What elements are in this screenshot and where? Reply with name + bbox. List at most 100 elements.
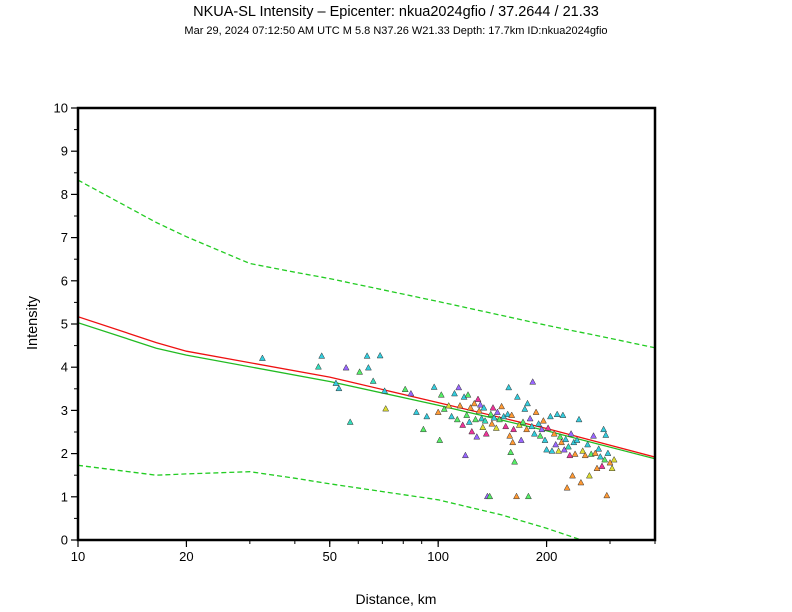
station-marker <box>529 378 537 385</box>
station-marker <box>509 438 517 446</box>
station-marker <box>579 447 587 454</box>
station-marker <box>523 425 531 433</box>
y-tick-label: 10 <box>54 101 68 116</box>
station-marker <box>591 449 599 456</box>
station-marker <box>356 368 364 375</box>
ipe-mean-line <box>78 322 655 460</box>
station-marker <box>590 432 597 439</box>
station-marker <box>342 363 350 371</box>
station-marker <box>463 411 471 418</box>
station-marker <box>412 408 420 415</box>
station-marker <box>346 418 354 425</box>
station-marker <box>490 414 498 421</box>
station-marker <box>552 440 560 448</box>
station-marker <box>585 471 593 479</box>
station-marker <box>335 384 343 392</box>
station-marker <box>553 410 561 417</box>
station-marker <box>541 436 549 443</box>
station-marker <box>610 455 618 463</box>
station-marker <box>521 405 529 412</box>
station-marker <box>505 383 513 391</box>
x-tick-label: 50 <box>323 549 337 564</box>
station-marker <box>532 408 540 415</box>
station-marker <box>595 445 603 452</box>
station-marker <box>381 387 389 394</box>
station-marker <box>434 408 442 415</box>
y-tick-label: 6 <box>61 273 68 288</box>
station-marker <box>504 410 512 417</box>
station-marker <box>564 442 572 450</box>
station-marker <box>498 402 506 410</box>
x-tick-label: 200 <box>536 549 558 564</box>
station-marker <box>548 447 556 454</box>
station-marker <box>596 452 604 460</box>
station-marker <box>539 417 547 424</box>
station-marker <box>459 421 467 428</box>
station-marker <box>507 448 515 455</box>
x-tick-label: 100 <box>427 549 449 564</box>
station-marker <box>478 414 486 422</box>
station-marker <box>376 351 384 359</box>
station-marker <box>486 492 494 500</box>
ipe-sigma-line <box>78 179 655 349</box>
station-marker <box>332 379 340 386</box>
station-marker <box>468 427 476 435</box>
station-marker <box>556 433 564 440</box>
station-marker <box>511 458 519 465</box>
station-marker <box>600 425 608 433</box>
station-marker <box>575 415 583 423</box>
station-marker <box>473 433 481 440</box>
station-marker <box>453 415 461 423</box>
y-tick-label: 4 <box>61 360 68 375</box>
station-marker <box>581 451 589 459</box>
x-axis-label: Distance, km <box>355 591 437 607</box>
plot-border <box>76 106 657 542</box>
station-marker <box>448 412 456 420</box>
station-marker <box>563 484 571 491</box>
station-marker <box>506 432 514 439</box>
station-marker <box>419 425 427 433</box>
station-marker <box>559 411 567 418</box>
station-marker <box>465 418 473 425</box>
station-marker <box>562 435 570 443</box>
station-marker <box>530 430 538 437</box>
station-marker <box>577 478 585 486</box>
station-marker <box>456 401 464 409</box>
station-marker <box>488 420 496 427</box>
station-marker <box>487 410 495 417</box>
station-marker <box>475 407 483 414</box>
chart-title: NKUA-SL Intensity – Epicenter: nkua2024g… <box>193 4 599 20</box>
station-marker <box>593 464 601 471</box>
station-marker <box>513 393 521 400</box>
station-marker <box>493 408 501 415</box>
station-marker <box>476 401 484 408</box>
station-marker <box>528 422 536 430</box>
station-marker <box>555 447 563 454</box>
station-marker <box>470 399 478 407</box>
station-marker <box>492 424 500 431</box>
station-marker <box>602 431 610 438</box>
station-marker <box>461 451 469 459</box>
x-tick-label: 20 <box>179 549 193 564</box>
y-tick-label: 7 <box>61 230 68 245</box>
y-tick-label: 5 <box>61 317 68 332</box>
station-marker <box>318 352 326 359</box>
station-marker <box>538 425 546 433</box>
station-marker <box>445 401 453 409</box>
station-marker <box>382 404 390 412</box>
station-marker <box>423 412 431 420</box>
station-marker <box>524 492 532 500</box>
model-lines <box>78 179 655 540</box>
station-marker <box>571 450 579 457</box>
station-marker <box>314 363 322 370</box>
station-marker <box>510 425 518 433</box>
station-marker <box>603 491 611 499</box>
station-marker <box>546 412 554 420</box>
chart-subtitle: Mar 29, 2024 07:12:50 AM UTC M 5.8 N37.2… <box>184 25 608 37</box>
station-marker <box>604 449 612 456</box>
station-marker <box>544 424 552 431</box>
station-marker <box>550 430 558 437</box>
ipe-sigma-line <box>78 464 582 540</box>
station-marker <box>401 385 409 392</box>
